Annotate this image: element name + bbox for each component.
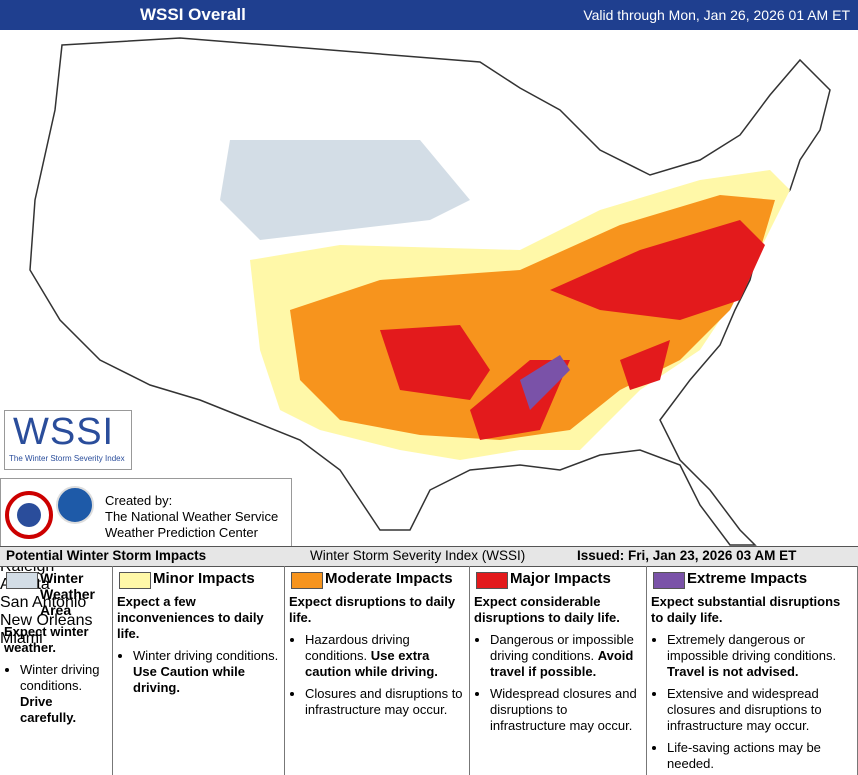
city-label: San Antonio [0,594,87,611]
category-name: Extreme Impacts [687,570,808,587]
legend-title: Potential Winter Storm Impacts [6,548,207,563]
map [0,30,858,546]
extreme-area [520,355,570,410]
wssi-logo: WSSI The Winter Storm Severity Index [4,410,132,470]
color-swatch [119,572,151,589]
valid-time: Valid through Mon, Jan 26, 2026 01 AM ET [583,7,850,23]
color-swatch [653,572,685,589]
bullet: Extensive and widespread closures and di… [667,686,853,734]
credit-line: Weather Prediction Center [105,525,258,540]
color-swatch [6,572,38,589]
city-label: New Orleans [0,612,93,629]
bullet-list: Winter driving conditions. Use Caution w… [117,648,280,696]
logo-name: WSSI [13,411,115,453]
bullet-text: Winter driving conditions. [20,662,100,693]
bullet-text: Extensive and widespread closures and di… [667,686,822,733]
category-name: Winter Weather Area [40,570,95,618]
legend-column: Minor Impacts Expect a few inconveniences… [113,566,285,775]
bullet-list: Winter driving conditions. Drive careful… [4,662,108,726]
nws-logo-center [17,503,41,527]
major-area [380,220,765,440]
bullet-emphasis: Avoid travel if possible. [490,648,634,679]
bullet: Widespread closures and disruptions to i… [490,686,642,734]
bullet: Winter driving conditions. Drive careful… [20,662,108,726]
bullet-text: Closures and disruptions to infrastructu… [305,686,463,717]
color-swatch [476,572,508,589]
bullet-list: Dangerous or impossible driving conditio… [474,632,642,734]
legend-column: Moderate Impacts Expect disruptions to da… [285,566,470,775]
bullet-emphasis: Use extra caution while driving. [305,648,438,679]
title: WSSI Overall [140,5,246,24]
bullet: Hazardous driving conditions. Use extra … [305,632,465,680]
bullet-text: Extremely dangerous or impossible drivin… [667,632,837,663]
legend-column: Extreme Impacts Expect substantial disrup… [647,566,858,775]
bullet-list: Hazardous driving conditions. Use extra … [289,632,465,718]
bullet: Extremely dangerous or impossible drivin… [667,632,853,680]
bullet: Dangerous or impossible driving conditio… [490,632,642,680]
agency-logos [5,486,94,539]
category-summary: Expect disruptions to daily life. [289,594,456,625]
bullet-text: Dangerous or impossible driving conditio… [490,632,634,663]
credit-line: The National Weather Service [105,509,279,524]
credit-intro: Created by: [105,493,173,508]
category-name: Minor Impacts [153,570,255,587]
issued-time: Issued: Fri, Jan 23, 2026 03 AM ET [577,548,797,563]
category-summary: Expect substantial disruptions to daily … [651,594,841,625]
bullet-text: Hazardous driving conditions. [305,632,410,663]
logo-subtitle: The Winter Storm Severity Index [9,454,125,463]
color-swatch [291,572,323,589]
category-name: Moderate Impacts [325,570,453,587]
bullet-text: Winter driving conditions. [133,648,279,663]
category-summary: Expect winter weather. [4,624,89,655]
category-summary: Expect considerable disruptions to daily… [474,594,620,625]
bullet: Life-saving actions may be needed. [667,740,853,772]
header: WSSI Overall Valid through Mon, Jan 26, … [0,0,858,30]
bullet: Closures and disruptions to infrastructu… [305,686,465,718]
bullet-text: Life-saving actions may be needed. [667,740,821,771]
credit: Created by: The National Weather Service… [0,478,292,548]
bullet-emphasis: Drive carefully. [20,694,77,725]
noaa-logo [56,486,94,524]
category-name: Major Impacts [510,570,611,587]
bullet-list: Extremely dangerous or impossible drivin… [651,632,853,772]
bullet: Winter driving conditions. Use Caution w… [133,648,280,696]
legend-column: Major Impacts Expect considerable disrupt… [470,566,647,775]
bullet-emphasis: Use Caution while driving. [133,664,245,695]
winter-weather-area [220,140,470,240]
city-label: Miami [0,630,43,647]
legend-index: Winter Storm Severity Index (WSSI) [310,548,526,563]
category-summary: Expect a few inconveniences to daily lif… [117,594,264,641]
legend-bar: Potential Winter Storm Impacts Winter St… [0,546,858,567]
bullet-emphasis: Travel is not advised. [667,664,799,679]
legend-column: Winter Weather Area Expect winter weather… [0,566,113,775]
bullet-text: Widespread closures and disruptions to i… [490,686,637,733]
